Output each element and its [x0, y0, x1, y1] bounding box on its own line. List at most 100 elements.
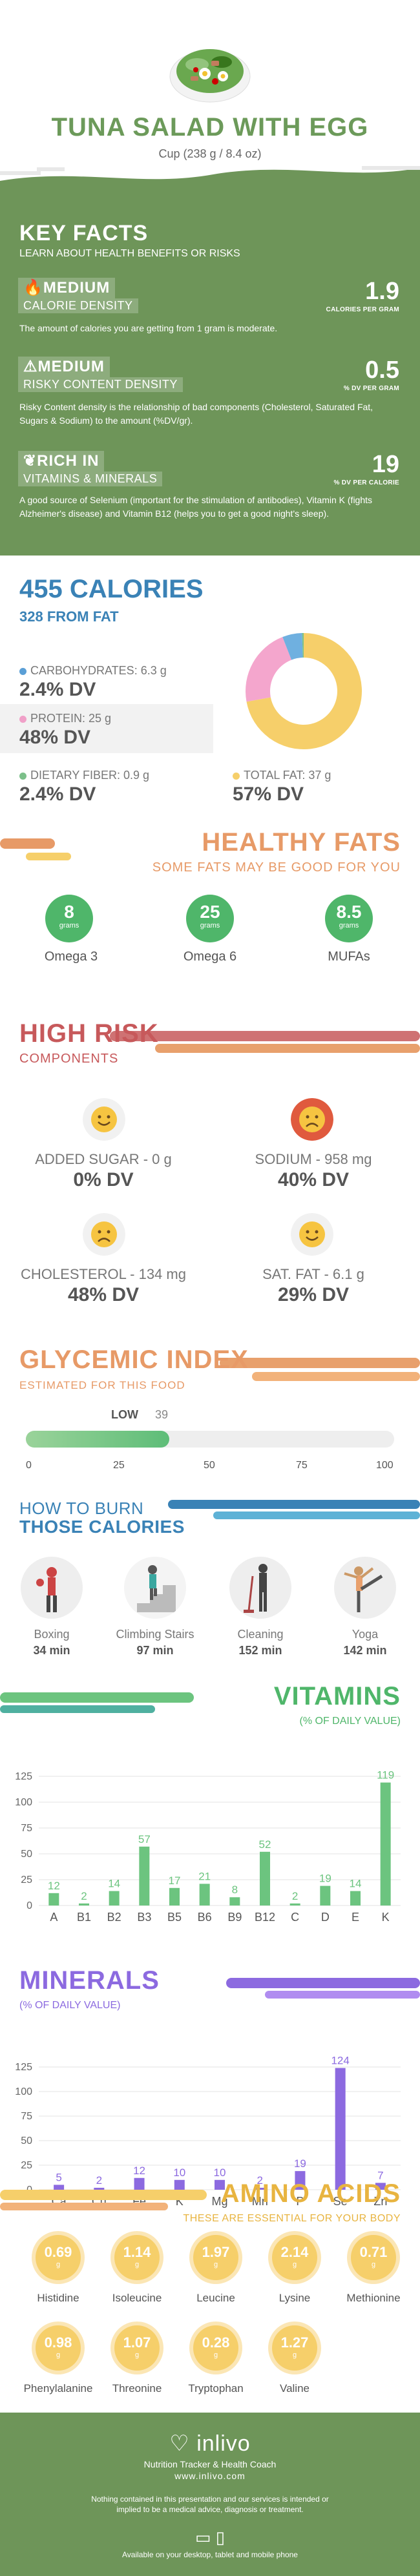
activity-minutes: 142 min [343, 1644, 387, 1657]
activity-name: Climbing Stairs [116, 1628, 194, 1641]
footer-url[interactable]: www.inlivo.com [174, 2471, 246, 2481]
bar-value-label: 14 [350, 1878, 362, 1890]
bar-value-label: 5 [56, 2171, 61, 2183]
serving-size: Cup (238 g / 8.4 oz) [158, 147, 262, 160]
risk-dv: 48% DV [67, 1284, 140, 1305]
x-tick-label: B3 [137, 1911, 151, 1924]
amino-value: 2.14 [280, 2244, 309, 2260]
glycemic-subtitle: ESTIMATED FOR THIS FOOD [19, 1379, 185, 1391]
amino-unit: g [371, 2261, 376, 2269]
x-tick-label: C [291, 1911, 299, 1924]
key-fact-label: CALORIE DENSITY [18, 298, 138, 313]
macro-label: PROTEIN: 25 g [30, 712, 112, 725]
donut-slice-protein [246, 637, 292, 702]
vitamins-section: VITAMINS (% OF DAILY VALUE) 0 25 50 75 100 12… [0, 1679, 420, 1951]
stairs-icon [124, 1557, 186, 1619]
bar-B6 [199, 1884, 210, 1906]
amino-unit: g [292, 2261, 297, 2269]
fat-unit: grams [59, 922, 79, 930]
x-tick-label: P [296, 2195, 304, 2208]
key-fact-description: The amount of calories you are getting f… [19, 323, 278, 333]
key-fact-value: 19 [372, 451, 399, 478]
header-wave [0, 166, 420, 195]
footer-tagline: Nutrition Tracker & Health Coach [143, 2459, 277, 2469]
risk-dv: 29% DV [277, 1284, 350, 1305]
bar-value-label: 124 [331, 2055, 349, 2067]
yoga-icon [334, 1557, 396, 1619]
amino-lysine: 2.14 g Lysine [259, 2235, 330, 2305]
tick-label: 0 [26, 1460, 32, 1471]
bar-Cu [94, 2187, 105, 2190]
vitamins-title: VITAMINS [273, 1682, 401, 1710]
macro-dv: 57% DV [233, 784, 304, 805]
bar-value-label: 12 [133, 2165, 145, 2177]
amino-isoleucine: 1.14 g Isoleucine [101, 2235, 173, 2305]
tick-label: 50 [204, 1460, 215, 1471]
amino-badge: 0.71 g [351, 2235, 396, 2280]
glycemic-fill [26, 1431, 170, 1448]
y-tick-label: 50 [21, 2135, 32, 2146]
x-tick-label: Se [333, 2195, 348, 2208]
burn-section: HOW TO BURN THOSE CALORIES Boxing 34 min… [0, 1486, 420, 1718]
healthy-fats-section: HEALTHY FATS SOME FATS MAY BE GOOD FOR Y… [0, 827, 420, 1008]
y-tick-label: 25 [21, 2160, 32, 2171]
bar-A [48, 1893, 59, 1906]
high-risk-subtitle: COMPONENTS [19, 1052, 119, 1066]
burn-title-2: THOSE CALORIES [19, 1517, 185, 1537]
high-risk-section: HIGH RISK COMPONENTS ADDED SUGAR - 0 g 0… [0, 1008, 420, 1344]
activity-name: Cleaning [237, 1628, 284, 1641]
decor-stripe [220, 1358, 420, 1368]
amino-badge: 2.14 g [272, 2235, 317, 2280]
sad-face-icon [83, 1213, 125, 1256]
decor-stripe [26, 853, 71, 860]
donut-slice-fiber [302, 633, 304, 658]
calories-total: 455 CALORIES [19, 575, 204, 603]
carbs-dot [19, 667, 26, 675]
footer-available: Available on your desktop, tablet and mo… [122, 2550, 298, 2559]
header: TUNA SALAD WITH EGG Cup (238 g / 8.4 oz) [0, 0, 420, 195]
amino-name: Valine [280, 2382, 310, 2394]
activity-minutes: 34 min [33, 1644, 70, 1657]
y-tick-label: 75 [21, 2111, 32, 2122]
healthy-fats-subtitle: SOME FATS MAY BE GOOD FOR YOU [152, 860, 401, 875]
amino-threonine: 1.07 g Threonine [101, 2325, 173, 2395]
fat-unit: grams [200, 922, 220, 930]
amino-badge: 0.28 g [193, 2325, 238, 2371]
fat-name: MUFAs [328, 950, 370, 964]
x-tick-label: B2 [107, 1911, 121, 1924]
page-title: TUNA SALAD WITH EGG [51, 113, 369, 141]
amino-name: Tryptophan [188, 2382, 244, 2394]
amino-badge: 1.27 g [272, 2325, 317, 2371]
footer-brand: ♡ inlivo [169, 2431, 251, 2456]
donut-slice-fat [246, 633, 362, 749]
fat-name: Omega 3 [44, 950, 98, 964]
fat-name: Omega 6 [183, 950, 237, 964]
glycemic-track [26, 1431, 394, 1448]
leaf-icon: ❦ [23, 452, 37, 470]
x-tick-label: Mn [252, 2195, 268, 2208]
decor-stripe [155, 1044, 420, 1053]
tick-label: 25 [113, 1460, 125, 1471]
decor-stripe [110, 1031, 420, 1041]
bar-value-label: 2 [292, 1890, 298, 1902]
amino-unit: g [56, 2261, 61, 2269]
heart-icon: ♡ [169, 2431, 190, 2456]
bar-value-label: 10 [173, 2166, 185, 2179]
amino-acids-section: AMINO ACIDS THESE ARE ESSENTIAL FOR YOUR… [0, 2177, 420, 2409]
x-tick-label: Mg [211, 2195, 227, 2208]
decor-stripe [265, 1991, 420, 1999]
risk-label: ADDED SUGAR - 0 g [35, 1151, 172, 1167]
bar-value-label: 17 [169, 1875, 181, 1887]
macro-label: CARBOHYDRATES: 6.3 g [30, 664, 167, 677]
bar-B2 [109, 1891, 120, 1906]
amino-unit: g [56, 2351, 61, 2359]
bar-value-label: 19 [319, 1873, 331, 1885]
protein-dot [19, 715, 26, 723]
bar-Mn [255, 2187, 266, 2190]
bar-Zn [375, 2183, 386, 2190]
key-facts-subtitle: LEARN ABOUT HEALTH BENEFITS OR RISKS [19, 248, 240, 259]
glycemic-index-section: GLYCEMIC INDEX ESTIMATED FOR THIS FOOD L… [0, 1344, 420, 1499]
decor-stripe [0, 1692, 194, 1703]
decor-stripe [0, 2190, 207, 2200]
key-fact-description: A good source of Selenium (important for… [19, 495, 373, 519]
